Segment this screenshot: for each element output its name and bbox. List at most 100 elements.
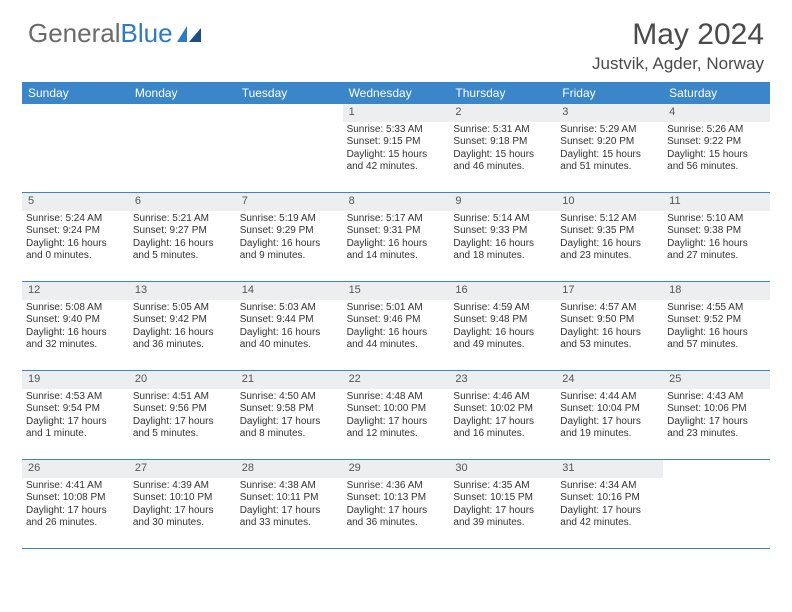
daylight-text: Daylight: 16 hours and 23 minutes. [560,238,659,263]
sunset-text: Sunset: 10:00 PM [347,403,446,416]
day-header-cell: Tuesday [236,82,343,104]
daylight-text: Daylight: 17 hours and 36 minutes. [347,505,446,530]
day-number: 24 [556,371,663,389]
day-number: 20 [129,371,236,389]
day-body: Sunrise: 4:57 AMSunset: 9:50 PMDaylight:… [556,302,663,355]
calendar: Sunday Monday Tuesday Wednesday Thursday… [0,82,792,549]
sunrise-text: Sunrise: 4:53 AM [26,391,125,404]
day-cell: 3Sunrise: 5:29 AMSunset: 9:20 PMDaylight… [556,104,663,192]
day-body: Sunrise: 4:36 AMSunset: 10:13 PMDaylight… [343,480,450,533]
daylight-text: Daylight: 17 hours and 39 minutes. [453,505,552,530]
day-body: Sunrise: 4:55 AMSunset: 9:52 PMDaylight:… [663,302,770,355]
day-number: 6 [129,193,236,211]
day-cell [663,460,770,548]
week-row: 5Sunrise: 5:24 AMSunset: 9:24 PMDaylight… [22,193,770,282]
daylight-text: Daylight: 16 hours and 32 minutes. [26,327,125,352]
day-header-cell: Wednesday [343,82,450,104]
day-number: 8 [343,193,450,211]
sunrise-text: Sunrise: 5:17 AM [347,213,446,226]
day-body: Sunrise: 4:41 AMSunset: 10:08 PMDaylight… [22,480,129,533]
daylight-text: Daylight: 15 hours and 51 minutes. [560,149,659,174]
daylight-text: Daylight: 16 hours and 40 minutes. [240,327,339,352]
daylight-text: Daylight: 16 hours and 5 minutes. [133,238,232,263]
day-body: Sunrise: 4:35 AMSunset: 10:15 PMDaylight… [449,480,556,533]
day-cell: 25Sunrise: 4:43 AMSunset: 10:06 PMDaylig… [663,371,770,459]
sunset-text: Sunset: 9:24 PM [26,225,125,238]
daylight-text: Daylight: 16 hours and 18 minutes. [453,238,552,263]
day-cell: 4Sunrise: 5:26 AMSunset: 9:22 PMDaylight… [663,104,770,192]
sunset-text: Sunset: 9:27 PM [133,225,232,238]
day-cell: 22Sunrise: 4:48 AMSunset: 10:00 PMDaylig… [343,371,450,459]
sunrise-text: Sunrise: 4:36 AM [347,480,446,493]
sunrise-text: Sunrise: 4:59 AM [453,302,552,315]
day-number: 25 [663,371,770,389]
sunrise-text: Sunrise: 4:55 AM [667,302,766,315]
day-cell: 29Sunrise: 4:36 AMSunset: 10:13 PMDaylig… [343,460,450,548]
daylight-text: Daylight: 16 hours and 0 minutes. [26,238,125,263]
sunset-text: Sunset: 9:58 PM [240,403,339,416]
day-cell: 26Sunrise: 4:41 AMSunset: 10:08 PMDaylig… [22,460,129,548]
day-number: 21 [236,371,343,389]
title-block: May 2024 Justvik, Agder, Norway [592,18,764,74]
daylight-text: Daylight: 16 hours and 44 minutes. [347,327,446,352]
sail-icon [177,26,201,42]
sunset-text: Sunset: 10:02 PM [453,403,552,416]
day-body: Sunrise: 5:24 AMSunset: 9:24 PMDaylight:… [22,213,129,266]
day-cell: 7Sunrise: 5:19 AMSunset: 9:29 PMDaylight… [236,193,343,281]
sunset-text: Sunset: 10:06 PM [667,403,766,416]
day-body: Sunrise: 4:48 AMSunset: 10:00 PMDaylight… [343,391,450,444]
daylight-text: Daylight: 16 hours and 27 minutes. [667,238,766,263]
day-cell: 28Sunrise: 4:38 AMSunset: 10:11 PMDaylig… [236,460,343,548]
day-number: 31 [556,460,663,478]
sunrise-text: Sunrise: 5:26 AM [667,124,766,137]
day-number: 30 [449,460,556,478]
day-body: Sunrise: 4:34 AMSunset: 10:16 PMDaylight… [556,480,663,533]
daylight-text: Daylight: 17 hours and 1 minute. [26,416,125,441]
day-cell: 12Sunrise: 5:08 AMSunset: 9:40 PMDayligh… [22,282,129,370]
day-header-cell: Monday [129,82,236,104]
sunrise-text: Sunrise: 4:34 AM [560,480,659,493]
sunrise-text: Sunrise: 5:10 AM [667,213,766,226]
day-number: 4 [663,104,770,122]
day-cell: 21Sunrise: 4:50 AMSunset: 9:58 PMDayligh… [236,371,343,459]
sunset-text: Sunset: 9:15 PM [347,136,446,149]
day-number: 18 [663,282,770,300]
daylight-text: Daylight: 15 hours and 56 minutes. [667,149,766,174]
day-body: Sunrise: 5:19 AMSunset: 9:29 PMDaylight:… [236,213,343,266]
day-cell: 8Sunrise: 5:17 AMSunset: 9:31 PMDaylight… [343,193,450,281]
sunrise-text: Sunrise: 5:24 AM [26,213,125,226]
day-header-cell: Friday [556,82,663,104]
sunset-text: Sunset: 9:46 PM [347,314,446,327]
daylight-text: Daylight: 16 hours and 53 minutes. [560,327,659,352]
day-number [236,104,343,108]
day-body: Sunrise: 5:29 AMSunset: 9:20 PMDaylight:… [556,124,663,177]
location-text: Justvik, Agder, Norway [592,54,764,74]
daylight-text: Daylight: 17 hours and 12 minutes. [347,416,446,441]
sunset-text: Sunset: 9:56 PM [133,403,232,416]
sunrise-text: Sunrise: 4:41 AM [26,480,125,493]
sunrise-text: Sunrise: 5:03 AM [240,302,339,315]
day-cell: 11Sunrise: 5:10 AMSunset: 9:38 PMDayligh… [663,193,770,281]
day-body: Sunrise: 5:14 AMSunset: 9:33 PMDaylight:… [449,213,556,266]
brand-logo: GeneralBlue [28,18,201,49]
day-cell: 19Sunrise: 4:53 AMSunset: 9:54 PMDayligh… [22,371,129,459]
sunrise-text: Sunrise: 4:35 AM [453,480,552,493]
day-body: Sunrise: 4:39 AMSunset: 10:10 PMDaylight… [129,480,236,533]
day-body: Sunrise: 4:44 AMSunset: 10:04 PMDaylight… [556,391,663,444]
daylight-text: Daylight: 16 hours and 49 minutes. [453,327,552,352]
sunset-text: Sunset: 10:08 PM [26,492,125,505]
sunset-text: Sunset: 10:15 PM [453,492,552,505]
sunrise-text: Sunrise: 4:44 AM [560,391,659,404]
week-row: 19Sunrise: 4:53 AMSunset: 9:54 PMDayligh… [22,371,770,460]
day-body: Sunrise: 5:21 AMSunset: 9:27 PMDaylight:… [129,213,236,266]
sunset-text: Sunset: 9:52 PM [667,314,766,327]
sunset-text: Sunset: 9:38 PM [667,225,766,238]
day-number: 14 [236,282,343,300]
daylight-text: Daylight: 17 hours and 33 minutes. [240,505,339,530]
day-body: Sunrise: 5:33 AMSunset: 9:15 PMDaylight:… [343,124,450,177]
sunset-text: Sunset: 10:16 PM [560,492,659,505]
daylight-text: Daylight: 17 hours and 26 minutes. [26,505,125,530]
sunset-text: Sunset: 9:20 PM [560,136,659,149]
day-number: 9 [449,193,556,211]
day-cell: 6 Sunrise: 5:21 AMSunset: 9:27 PMDaylight… [129,193,236,281]
